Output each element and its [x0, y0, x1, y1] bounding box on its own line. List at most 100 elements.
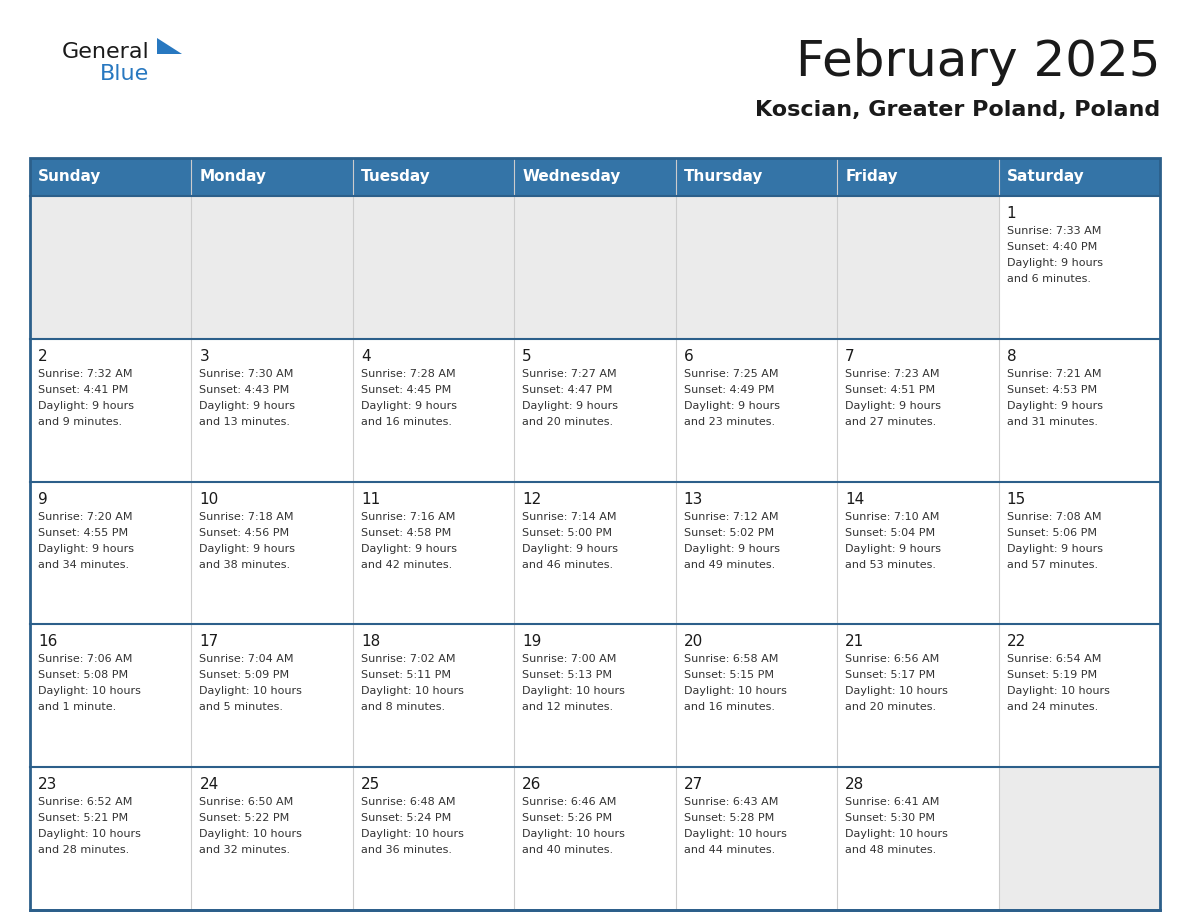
- Text: Sunrise: 6:41 AM: Sunrise: 6:41 AM: [845, 797, 940, 807]
- Text: 18: 18: [361, 634, 380, 649]
- Text: Sunrise: 7:23 AM: Sunrise: 7:23 AM: [845, 369, 940, 379]
- Bar: [514, 624, 676, 767]
- Text: Daylight: 10 hours: Daylight: 10 hours: [523, 687, 625, 697]
- Bar: [514, 767, 676, 910]
- Bar: [676, 624, 838, 767]
- Text: Daylight: 10 hours: Daylight: 10 hours: [1006, 687, 1110, 697]
- Text: Daylight: 10 hours: Daylight: 10 hours: [200, 687, 302, 697]
- Bar: [30, 158, 191, 196]
- Text: Daylight: 9 hours: Daylight: 9 hours: [684, 543, 779, 554]
- Text: 15: 15: [1006, 492, 1025, 507]
- Text: Sunset: 5:15 PM: Sunset: 5:15 PM: [684, 670, 773, 680]
- Text: Daylight: 9 hours: Daylight: 9 hours: [1006, 258, 1102, 268]
- Text: Sunset: 4:45 PM: Sunset: 4:45 PM: [361, 385, 451, 395]
- Polygon shape: [157, 38, 182, 54]
- Text: and 12 minutes.: and 12 minutes.: [523, 702, 613, 712]
- Text: Sunset: 4:51 PM: Sunset: 4:51 PM: [845, 385, 935, 395]
- Text: Sunrise: 6:58 AM: Sunrise: 6:58 AM: [684, 655, 778, 665]
- Bar: [838, 158, 999, 196]
- Bar: [514, 339, 676, 482]
- Bar: [30, 339, 191, 482]
- Text: and 46 minutes.: and 46 minutes.: [523, 560, 613, 569]
- Bar: [30, 158, 1159, 910]
- Text: 2: 2: [38, 349, 48, 364]
- Bar: [676, 339, 838, 482]
- Bar: [191, 196, 353, 339]
- Text: Sunset: 5:24 PM: Sunset: 5:24 PM: [361, 813, 451, 823]
- Text: 10: 10: [200, 492, 219, 507]
- Bar: [999, 158, 1159, 196]
- Text: and 42 minutes.: and 42 minutes.: [361, 560, 453, 569]
- Text: Daylight: 9 hours: Daylight: 9 hours: [523, 543, 618, 554]
- Text: Sunrise: 7:30 AM: Sunrise: 7:30 AM: [200, 369, 293, 379]
- Bar: [999, 767, 1159, 910]
- Bar: [353, 158, 514, 196]
- Text: Sunrise: 7:04 AM: Sunrise: 7:04 AM: [200, 655, 293, 665]
- Text: Daylight: 10 hours: Daylight: 10 hours: [38, 687, 141, 697]
- Text: Daylight: 10 hours: Daylight: 10 hours: [200, 829, 302, 839]
- Text: Sunrise: 6:46 AM: Sunrise: 6:46 AM: [523, 797, 617, 807]
- Text: and 5 minutes.: and 5 minutes.: [200, 702, 284, 712]
- Text: General: General: [62, 42, 150, 62]
- Text: Sunset: 5:13 PM: Sunset: 5:13 PM: [523, 670, 612, 680]
- Text: Sunrise: 6:43 AM: Sunrise: 6:43 AM: [684, 797, 778, 807]
- Text: Daylight: 10 hours: Daylight: 10 hours: [523, 829, 625, 839]
- Bar: [191, 482, 353, 624]
- Text: Monday: Monday: [200, 170, 266, 185]
- Text: 22: 22: [1006, 634, 1025, 649]
- Text: Sunset: 5:22 PM: Sunset: 5:22 PM: [200, 813, 290, 823]
- Text: and 9 minutes.: and 9 minutes.: [38, 417, 122, 427]
- Text: 4: 4: [361, 349, 371, 364]
- Text: Sunrise: 7:10 AM: Sunrise: 7:10 AM: [845, 511, 940, 521]
- Text: Daylight: 9 hours: Daylight: 9 hours: [38, 543, 134, 554]
- Text: and 48 minutes.: and 48 minutes.: [845, 845, 936, 856]
- Text: 19: 19: [523, 634, 542, 649]
- Text: Blue: Blue: [100, 64, 150, 84]
- Text: and 34 minutes.: and 34 minutes.: [38, 560, 129, 569]
- Text: Daylight: 9 hours: Daylight: 9 hours: [38, 401, 134, 410]
- Text: Daylight: 10 hours: Daylight: 10 hours: [845, 829, 948, 839]
- Bar: [838, 196, 999, 339]
- Text: 3: 3: [200, 349, 209, 364]
- Text: and 28 minutes.: and 28 minutes.: [38, 845, 129, 856]
- Text: and 1 minute.: and 1 minute.: [38, 702, 116, 712]
- Text: 20: 20: [684, 634, 703, 649]
- Text: Koscian, Greater Poland, Poland: Koscian, Greater Poland, Poland: [754, 100, 1159, 120]
- Text: Sunset: 5:02 PM: Sunset: 5:02 PM: [684, 528, 773, 538]
- Text: Daylight: 9 hours: Daylight: 9 hours: [1006, 401, 1102, 410]
- Text: 16: 16: [38, 634, 57, 649]
- Bar: [838, 624, 999, 767]
- Text: Tuesday: Tuesday: [361, 170, 430, 185]
- Text: Wednesday: Wednesday: [523, 170, 620, 185]
- Bar: [191, 624, 353, 767]
- Text: 26: 26: [523, 778, 542, 792]
- Text: Sunset: 5:11 PM: Sunset: 5:11 PM: [361, 670, 451, 680]
- Text: Sunrise: 7:18 AM: Sunrise: 7:18 AM: [200, 511, 293, 521]
- Text: and 16 minutes.: and 16 minutes.: [684, 702, 775, 712]
- Text: Sunrise: 7:14 AM: Sunrise: 7:14 AM: [523, 511, 617, 521]
- Text: Thursday: Thursday: [684, 170, 763, 185]
- Text: and 32 minutes.: and 32 minutes.: [200, 845, 291, 856]
- Bar: [838, 339, 999, 482]
- Text: Sunset: 4:43 PM: Sunset: 4:43 PM: [200, 385, 290, 395]
- Text: Sunset: 4:55 PM: Sunset: 4:55 PM: [38, 528, 128, 538]
- Text: Daylight: 9 hours: Daylight: 9 hours: [361, 543, 457, 554]
- Text: 1: 1: [1006, 206, 1016, 221]
- Text: Sunrise: 6:52 AM: Sunrise: 6:52 AM: [38, 797, 132, 807]
- Bar: [30, 624, 191, 767]
- Text: Sunset: 5:26 PM: Sunset: 5:26 PM: [523, 813, 612, 823]
- Bar: [838, 482, 999, 624]
- Text: 5: 5: [523, 349, 532, 364]
- Text: Daylight: 9 hours: Daylight: 9 hours: [1006, 543, 1102, 554]
- Text: Sunrise: 7:20 AM: Sunrise: 7:20 AM: [38, 511, 133, 521]
- Text: Sunday: Sunday: [38, 170, 101, 185]
- Text: Daylight: 10 hours: Daylight: 10 hours: [684, 687, 786, 697]
- Text: Daylight: 10 hours: Daylight: 10 hours: [845, 687, 948, 697]
- Text: 14: 14: [845, 492, 865, 507]
- Text: Sunset: 4:41 PM: Sunset: 4:41 PM: [38, 385, 128, 395]
- Text: Daylight: 9 hours: Daylight: 9 hours: [523, 401, 618, 410]
- Text: and 13 minutes.: and 13 minutes.: [200, 417, 290, 427]
- Bar: [191, 339, 353, 482]
- Text: and 36 minutes.: and 36 minutes.: [361, 845, 451, 856]
- Text: Sunset: 5:00 PM: Sunset: 5:00 PM: [523, 528, 612, 538]
